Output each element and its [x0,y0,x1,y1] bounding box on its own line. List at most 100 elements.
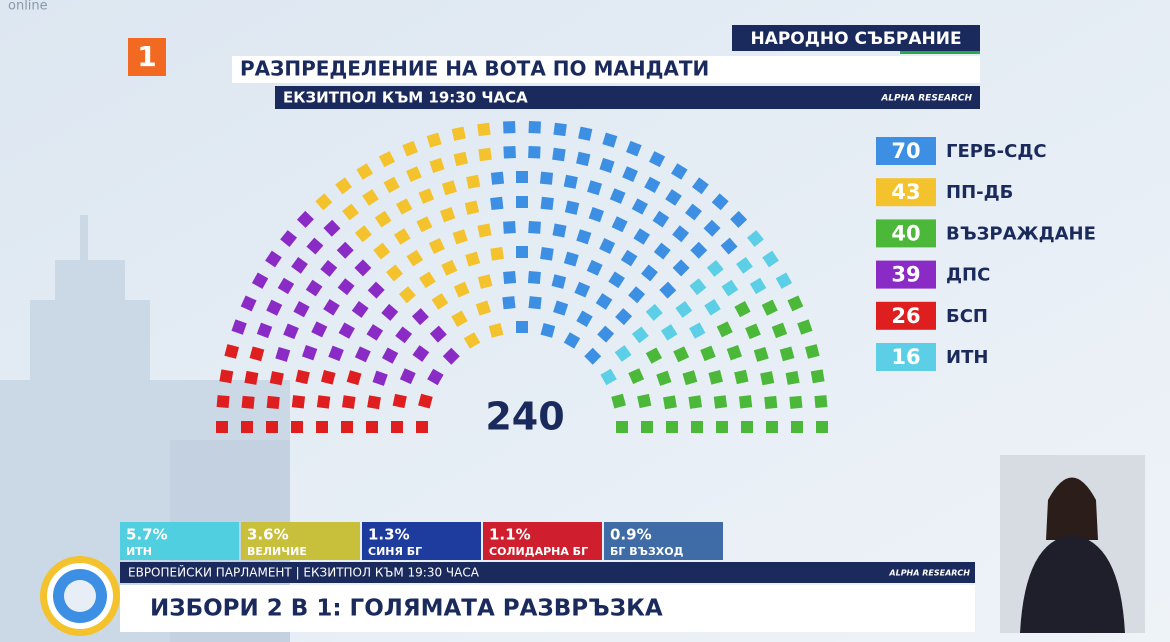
seat [659,281,677,299]
eu-party-share: 3.6% [247,526,289,544]
ticker-headline: ИЗБОРИ 2 В 1: ГОЛЯМАТА РАЗВРЪЗКА [150,596,663,622]
seat [428,238,445,255]
legend-label: ГЕРБ-СДС [946,141,1047,162]
seat [399,368,416,385]
seat [372,370,388,386]
seat [251,272,269,289]
seat [741,421,753,433]
seat [406,249,424,267]
eu-party-box [241,522,360,560]
seat [346,370,362,386]
seat [726,345,743,361]
seat [490,171,505,185]
seat [231,319,247,335]
legend-swatch [876,178,936,207]
seat [266,395,280,410]
seat [406,166,422,183]
seat [766,421,778,433]
eu-party-box [120,522,239,560]
seat [528,146,541,159]
seat [706,259,724,277]
seat [609,188,626,204]
seat [602,132,618,148]
seat [441,180,457,196]
seat [749,277,767,295]
seat [378,151,395,168]
seat [611,216,628,233]
seat [490,246,504,261]
seat [241,395,255,409]
seat [323,299,340,316]
seat [587,180,603,196]
seat [688,395,703,409]
seat [689,278,707,296]
seat [691,177,709,195]
seat [503,121,516,134]
seat [760,371,775,386]
seat [516,196,528,208]
seat [440,206,456,223]
seat [478,147,492,162]
seat [563,251,579,267]
seat [342,203,359,221]
seat [528,296,542,310]
seat [771,322,788,339]
seat [641,421,653,433]
seat [502,296,516,310]
seat [516,321,528,333]
seat [465,251,481,267]
seat [398,286,416,304]
title-bar [232,56,980,83]
seat [653,242,671,260]
eu-party-share: 5.7% [126,526,168,544]
seat [477,223,492,238]
seat [644,176,661,193]
eu-results: 5.7%ИТН 3.6%ВЕЛИЧИЕ 1.3%СИНЯ БГ 1.1%СОЛИДАР… [120,522,723,560]
seat [291,256,308,274]
seat [738,395,753,409]
seat [588,206,604,223]
seat [620,249,638,267]
seat [240,295,257,312]
legend-label: БСП [946,306,988,327]
seat [451,310,468,327]
seat [599,238,616,255]
online-label: online [8,0,48,14]
seat [787,295,804,312]
seat [682,370,698,386]
seat [466,174,481,189]
seat [611,393,626,409]
seat [429,157,445,174]
seat [599,157,615,174]
seat [816,421,828,433]
seat [427,368,444,386]
seat [586,259,603,276]
seat [761,299,778,316]
seat [716,321,733,338]
seat [720,237,738,255]
seat [721,279,739,297]
seat [597,325,615,343]
legend-value: 16 [891,345,920,369]
seat [328,345,344,362]
seat [539,171,554,185]
seat [426,132,442,148]
seat [616,421,628,433]
ticker-label-bar [120,562,975,583]
seat [713,395,728,409]
seat [381,347,399,364]
legend: 70 ГЕРБ-СДС 43 ПП-ДБ 40 ВЪЗРАЖДАНЕ 39 ДПС 26 БСП 1… [876,137,1096,371]
seat [666,421,678,433]
seat [628,368,645,385]
seat [516,171,528,183]
seat [552,223,567,238]
seat [708,369,724,385]
seat [672,225,690,243]
seat [337,278,355,296]
legend-swatch [876,137,936,165]
seat [336,241,354,259]
seat [416,421,428,433]
seat [595,293,613,310]
seat [528,121,541,134]
seat [734,301,751,318]
